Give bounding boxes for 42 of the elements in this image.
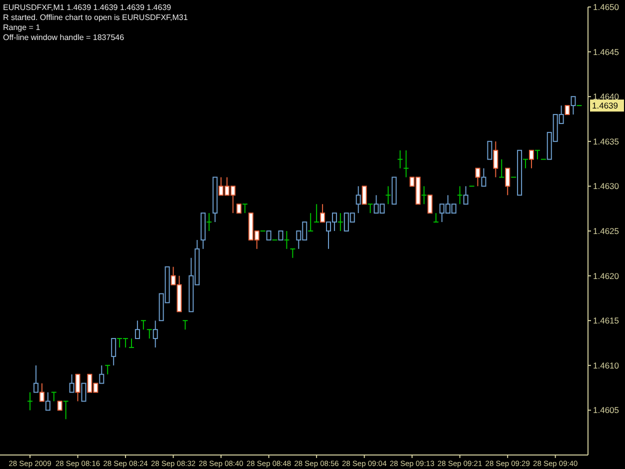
y-tick-label: 1.4610 — [593, 360, 620, 370]
annotation: Range = 1 — [3, 23, 41, 32]
candlestick — [433, 212, 438, 223]
candlestick — [284, 230, 290, 250]
candlestick — [314, 204, 320, 223]
candlestick — [499, 158, 504, 178]
y-tick-label: 1.4625 — [593, 226, 620, 236]
chart-title: EURUSDFXF,M1 1.4639 1.4639 1.4639 1.4639 — [3, 3, 172, 12]
candlestick — [308, 212, 314, 232]
candlestick — [128, 338, 134, 348]
candlestick — [242, 204, 248, 214]
y-tick-label: 1.4620 — [593, 270, 620, 281]
annotation: R started. Offline chart to open is EURUSDFXF,M31 — [3, 13, 188, 22]
candlestick — [523, 158, 528, 169]
candlestick — [422, 186, 427, 205]
candlestick — [152, 320, 158, 348]
candlestick — [146, 329, 152, 340]
candlestick — [386, 186, 391, 205]
candlestick — [206, 212, 212, 232]
candlestick — [457, 186, 462, 205]
candlestick — [182, 320, 188, 330]
candlestick — [140, 320, 146, 330]
candlestick — [290, 248, 296, 258]
y-tick-label: 1.4650 — [593, 2, 620, 12]
annotation: Off-line window handle = 1837546 — [3, 33, 125, 42]
candlestick — [28, 392, 32, 411]
candlestick — [368, 204, 373, 214]
y-tick-label: 1.4605 — [593, 405, 620, 416]
text: 1.4639 — [592, 100, 618, 111]
y-tick-label: 1.4645 — [593, 46, 620, 57]
candlestick — [404, 150, 409, 178]
candlestick — [105, 364, 110, 375]
candlestick — [63, 400, 68, 420]
y-tick-label: 1.4630 — [593, 181, 620, 192]
y-tick-label: 1.4635 — [593, 136, 620, 146]
candlestick — [356, 186, 361, 214]
y-tick-label: 1.4615 — [593, 316, 620, 326]
y-tick-label: 1.4640 — [593, 92, 620, 102]
candlestick — [338, 212, 343, 232]
candlestick — [398, 150, 403, 169]
candlestick — [51, 392, 56, 402]
candlestick — [534, 150, 540, 160]
